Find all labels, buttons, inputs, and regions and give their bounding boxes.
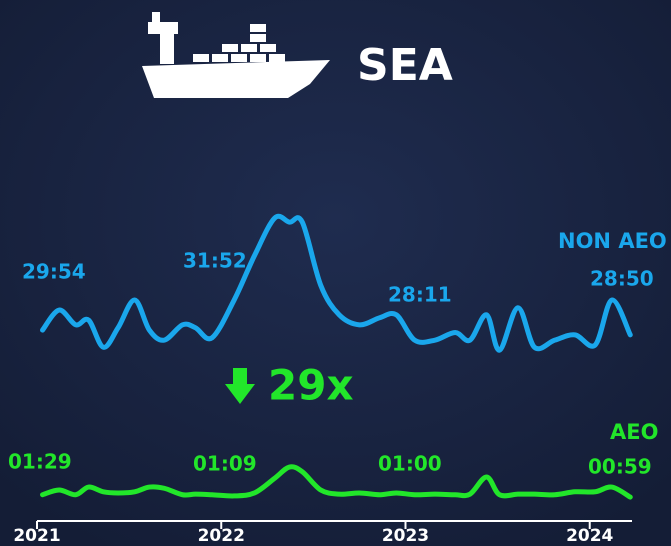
series-name: AEO — [610, 420, 658, 444]
value-annotation: 01:00 — [378, 452, 442, 476]
series-line — [40, 213, 633, 353]
callout: 29x — [268, 361, 354, 410]
x-tick-label: 2023 — [382, 526, 429, 546]
value-annotation: 28:11 — [388, 283, 452, 307]
down-arrow — [225, 368, 255, 404]
value-annotation: 01:09 — [193, 452, 257, 476]
x-tick-label: 2021 — [13, 526, 60, 546]
value-annotation: 00:59 — [588, 455, 652, 479]
series-line — [40, 464, 633, 500]
value-annotation: 28:50 — [590, 267, 654, 291]
x-tick-label: 2022 — [198, 526, 245, 546]
value-annotation: 29:54 — [22, 260, 86, 284]
title: SEA — [357, 40, 453, 91]
x-tick-label: 2024 — [566, 526, 613, 546]
value-annotation: 31:52 — [183, 249, 247, 273]
series-name: NON AEO — [558, 229, 667, 253]
value-annotation: 01:29 — [8, 450, 72, 474]
ship-icon — [142, 12, 330, 98]
